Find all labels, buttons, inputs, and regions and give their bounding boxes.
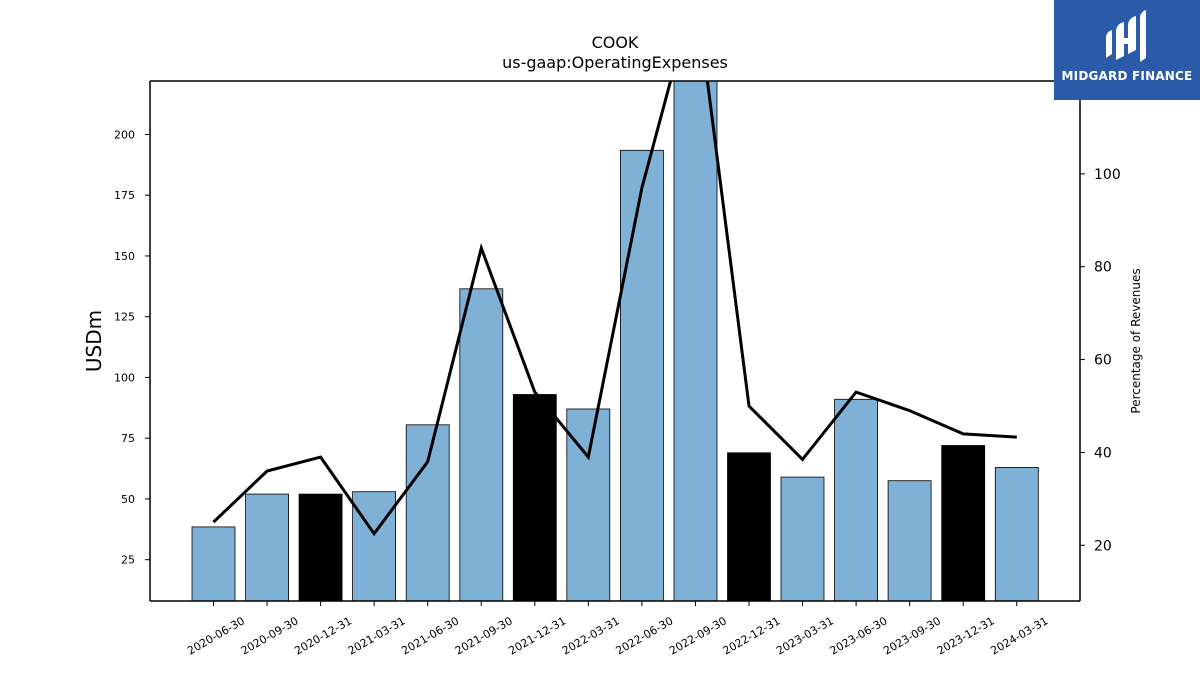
line-series bbox=[212, 81, 1017, 537]
y-axis-label: USDm bbox=[82, 310, 106, 372]
y2-tick-label-100: 100 bbox=[1094, 167, 1121, 183]
chart-title: COOK bbox=[592, 33, 639, 52]
x-tick-label-2023-12-31: 2023-12-31 bbox=[935, 614, 997, 657]
y-tick-label-50: 50 bbox=[121, 493, 135, 506]
bar-2020-06-30 bbox=[191, 526, 236, 601]
y2-axis-label: Percentage of Revenues bbox=[1129, 268, 1143, 413]
bar-2023-09-30 bbox=[887, 480, 932, 601]
y-tick-label-75: 75 bbox=[121, 432, 135, 445]
bar-series bbox=[191, 81, 1039, 601]
midgard-finance-logo: MIDGARD FINANCE bbox=[1054, 0, 1200, 100]
x-tick-label-2024-03-31: 2024-03-31 bbox=[988, 614, 1050, 657]
x-tick-label-2022-12-31: 2022-12-31 bbox=[721, 614, 783, 657]
x-tick-label-2023-06-30: 2023-06-30 bbox=[828, 614, 890, 657]
x-tick-label-2021-06-30: 2021-06-30 bbox=[399, 614, 461, 657]
bar-2021-06-30 bbox=[405, 424, 450, 601]
logo-text: MIDGARD FINANCE bbox=[1061, 69, 1193, 83]
bar-2020-12-31 bbox=[298, 493, 343, 601]
bar-2023-12-31 bbox=[941, 445, 986, 601]
y-tick-label-25: 25 bbox=[121, 554, 135, 567]
y2-tick-label-40: 40 bbox=[1094, 445, 1112, 461]
logo-mark-icon bbox=[1106, 10, 1146, 62]
x-tick-label-2020-06-30: 2020-06-30 bbox=[185, 614, 247, 657]
percentage-line bbox=[212, 81, 1017, 537]
y-tick-label-150: 150 bbox=[114, 250, 135, 263]
y2-tick-label-20: 20 bbox=[1094, 538, 1112, 554]
bar-2022-12-31 bbox=[727, 452, 771, 601]
x-tick-label-2023-09-30: 2023-09-30 bbox=[881, 614, 943, 657]
x-tick-label-2022-03-31: 2022-03-31 bbox=[560, 614, 622, 657]
bar-2024-03-31 bbox=[994, 466, 1039, 601]
y2-tick-label-80: 80 bbox=[1094, 260, 1112, 276]
y-tick-label-125: 125 bbox=[114, 311, 135, 324]
y-tick-label-175: 175 bbox=[114, 189, 135, 202]
x-tick-label-2022-09-30: 2022-09-30 bbox=[667, 614, 729, 657]
bar-2021-12-31 bbox=[512, 394, 557, 601]
chart-subtitle: us-gaap:OperatingExpenses bbox=[502, 53, 728, 72]
bar-2021-03-31 bbox=[352, 491, 397, 601]
x-tick-label-2020-12-31: 2020-12-31 bbox=[292, 614, 354, 657]
x-tick-label-2021-03-31: 2021-03-31 bbox=[346, 614, 408, 657]
bar-2023-06-30 bbox=[834, 398, 878, 601]
bar-2022-09-30 bbox=[673, 81, 718, 601]
bar-2022-06-30 bbox=[620, 149, 664, 601]
bar-2020-09-30 bbox=[245, 493, 290, 601]
x-tick-label-2022-06-30: 2022-06-30 bbox=[614, 614, 676, 657]
x-tick-label-2021-12-31: 2021-12-31 bbox=[506, 614, 568, 657]
y-tick-label-100: 100 bbox=[114, 371, 135, 384]
bar-2021-09-30 bbox=[459, 288, 504, 601]
x-tick-label-2023-03-31: 2023-03-31 bbox=[774, 614, 836, 657]
x-tick-label-2020-09-30: 2020-09-30 bbox=[239, 614, 301, 657]
y2-tick-label-60: 60 bbox=[1094, 353, 1112, 369]
y-tick-label-200: 200 bbox=[114, 128, 135, 141]
x-tick-label-2021-09-30: 2021-09-30 bbox=[453, 614, 515, 657]
bar-2023-03-31 bbox=[780, 476, 825, 601]
